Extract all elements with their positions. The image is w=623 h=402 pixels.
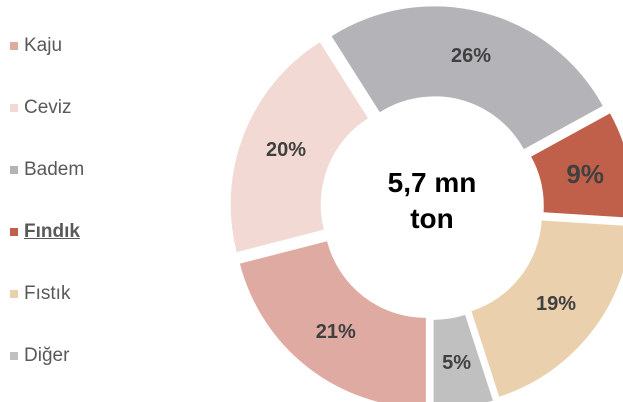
legend-item-findik: Fındık [10, 220, 80, 244]
donut-slices [230, 6, 623, 402]
legend-swatch [10, 290, 18, 298]
slice-label-kaju: 21% [316, 321, 356, 343]
center-label-line-2: ton [410, 203, 454, 234]
legend-swatch [10, 42, 18, 50]
slice-labels: 21% 20% 26% 9% 19% 5% [266, 45, 604, 374]
legend-item-ceviz: Ceviz [10, 96, 72, 120]
slice-label-diger: 5% [442, 352, 471, 374]
legend-item-badem: Badem [10, 158, 84, 182]
center-label-line-1: 5,7 mn [388, 167, 477, 198]
legend-label: Diğer [24, 345, 70, 366]
slice-findik [531, 113, 623, 218]
legend-label: Ceviz [24, 97, 72, 118]
legend-swatch [10, 352, 18, 360]
legend-label: Badem [24, 159, 85, 180]
slice-diger [433, 314, 493, 402]
slice-label-badem: 26% [451, 45, 491, 67]
legend-item-kaju: Kaju [10, 34, 62, 58]
legend-item-diger: Diğer [10, 344, 69, 368]
legend-swatch [10, 166, 18, 174]
slice-label-fistik: 19% [536, 293, 576, 315]
slice-label-findik: 9% [566, 159, 604, 189]
legend-swatch [10, 104, 18, 112]
slice-ceviz [230, 42, 369, 253]
slice-badem [331, 6, 603, 150]
legend-label: Fıstık [24, 283, 71, 304]
slice-fistik [471, 220, 623, 397]
slice-kaju [239, 241, 426, 402]
legend-item-fistik: Fıstık [10, 282, 70, 306]
slice-label-ceviz: 20% [266, 139, 306, 161]
legend-label: Kaju [24, 35, 63, 56]
legend-swatch [10, 228, 18, 236]
legend-label: Fındık [24, 221, 80, 242]
